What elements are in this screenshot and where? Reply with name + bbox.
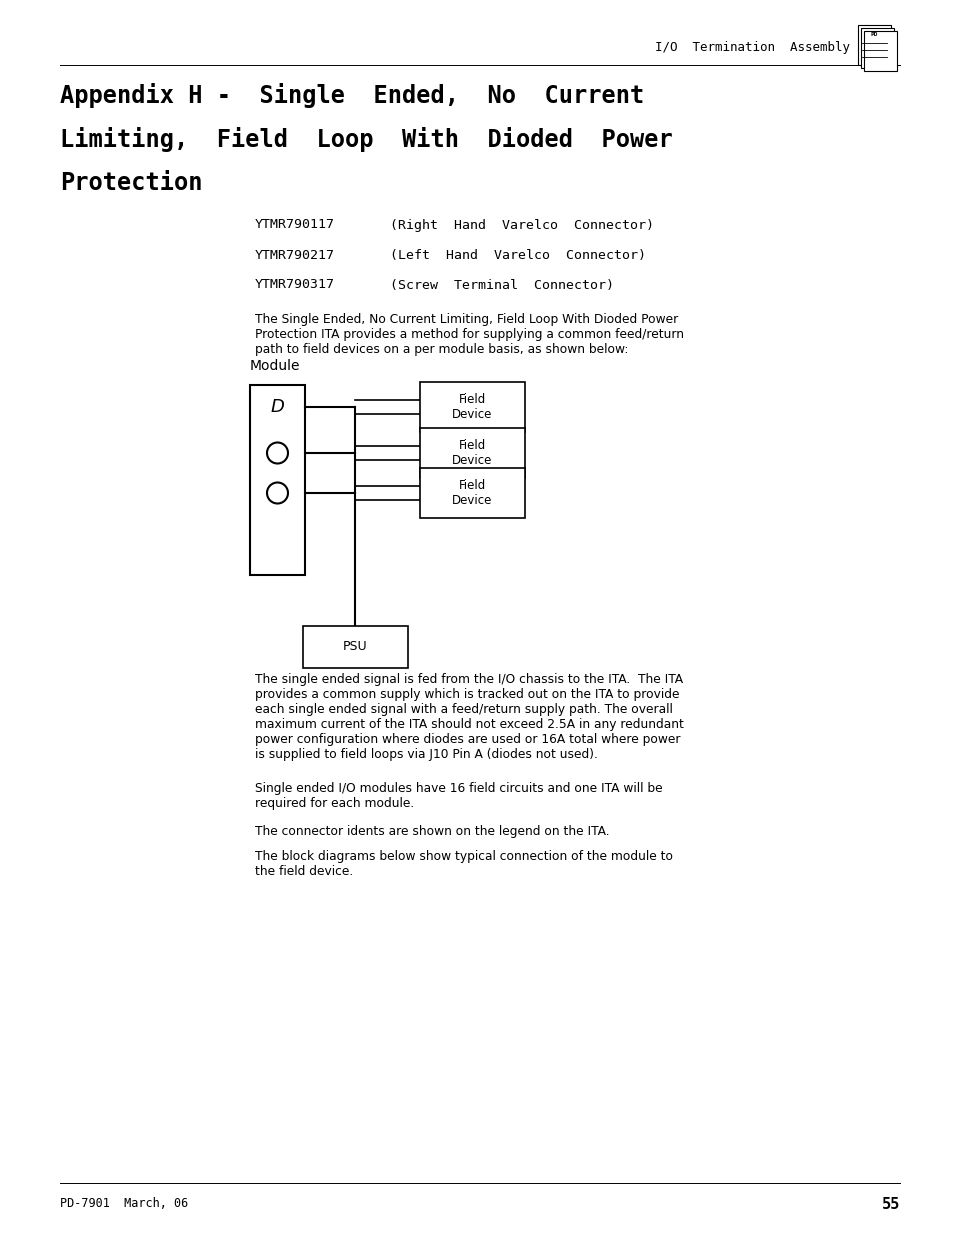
Text: The Single Ended, No Current Limiting, Field Loop With Dioded Power
Protection I: The Single Ended, No Current Limiting, F… [254,312,683,356]
Text: Field
Device: Field Device [452,479,492,508]
Bar [863,31,896,70]
Bar [419,429,524,478]
Text: The single ended signal is fed from the I/O chassis to the ITA.  The ITA
provide: The single ended signal is fed from the … [254,673,683,761]
Text: The connector idents are shown on the legend on the ITA.: The connector idents are shown on the le… [254,825,609,839]
Text: Module: Module [250,359,300,373]
Text: Limiting,  Field  Loop  With  Dioded  Power: Limiting, Field Loop With Dioded Power [60,127,672,152]
Text: YTMR790317: YTMR790317 [254,279,335,291]
Text: I/O  Termination  Assembly: I/O Termination Assembly [655,41,849,53]
Bar [250,385,305,576]
Text: PD: PD [870,32,878,37]
Text: Single ended I/O modules have 16 field circuits and one ITA will be
required for: Single ended I/O modules have 16 field c… [254,782,662,810]
Bar [419,468,524,517]
Text: The block diagrams below show typical connection of the module to
the field devi: The block diagrams below show typical co… [254,850,672,878]
Text: YTMR790117: YTMR790117 [254,219,335,231]
Text: (Left  Hand  Varelco  Connector): (Left Hand Varelco Connector) [390,248,645,262]
Bar [419,382,524,432]
Text: PD-7901  March, 06: PD-7901 March, 06 [60,1197,188,1210]
Bar [857,25,890,65]
Text: D: D [271,398,284,416]
Text: Field
Device: Field Device [452,393,492,421]
Text: (Screw  Terminal  Connector): (Screw Terminal Connector) [390,279,614,291]
Text: PSU: PSU [342,641,367,653]
Circle shape [267,442,288,463]
Text: YTMR790217: YTMR790217 [254,248,335,262]
Text: Field
Device: Field Device [452,438,492,467]
Text: Appendix H -  Single  Ended,  No  Current: Appendix H - Single Ended, No Current [60,83,643,107]
Text: Protection: Protection [60,170,202,195]
Bar [861,28,893,68]
Bar [302,626,407,668]
Circle shape [267,483,288,504]
Text: 55: 55 [881,1197,899,1212]
Text: (Right  Hand  Varelco  Connector): (Right Hand Varelco Connector) [390,219,654,231]
